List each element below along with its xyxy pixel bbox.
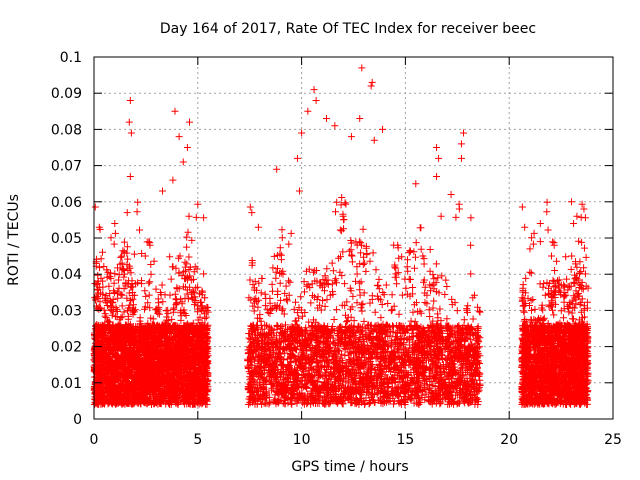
data-point	[570, 220, 578, 228]
y-tick-label: 0	[73, 412, 82, 428]
y-tick-label: 0.03	[51, 303, 82, 319]
data-point	[536, 220, 544, 228]
data-point	[123, 209, 131, 217]
data-point	[379, 125, 387, 133]
data-point	[293, 154, 301, 162]
data-point	[412, 180, 420, 188]
data-point	[298, 129, 306, 137]
x-tick-label: 25	[604, 432, 622, 448]
data-point	[460, 129, 468, 137]
data-point	[312, 96, 320, 104]
data-point	[347, 133, 355, 141]
y-tick-label: 0.08	[51, 122, 82, 138]
data-point	[126, 172, 134, 180]
data-point	[179, 158, 187, 166]
data-point	[111, 220, 119, 228]
data-point	[310, 86, 318, 94]
data-point	[331, 122, 339, 130]
y-tick-label: 0.1	[60, 50, 82, 66]
data-point	[323, 115, 331, 123]
y-tick-label: 0.05	[51, 231, 82, 247]
data-point	[580, 205, 588, 213]
data-point	[171, 107, 179, 115]
x-tick-label: 10	[293, 432, 311, 448]
data-point	[169, 176, 177, 184]
y-tick-label: 0.06	[51, 195, 82, 211]
data-point	[296, 187, 304, 195]
x-tick-label: 5	[193, 432, 202, 448]
data-point	[185, 118, 193, 126]
data-point	[368, 78, 376, 86]
data-point	[455, 205, 463, 213]
y-axis-label: ROTI / TECUs	[6, 194, 22, 286]
x-tick-labels: 0 5 10 15 20 25	[90, 432, 622, 448]
data-point	[435, 154, 443, 162]
data-point	[304, 107, 312, 115]
roti-point-cloud	[90, 194, 592, 408]
data-point	[567, 198, 575, 206]
y-tick-labels: 0 0.01 0.02 0.03 0.04 0.05 0.06 0.07 0.08 0.09 0.1	[51, 50, 82, 428]
data-point	[183, 144, 191, 151]
data-point	[433, 144, 441, 151]
data-point	[159, 187, 167, 195]
data-point	[248, 209, 256, 217]
axis-ticks	[93, 56, 614, 420]
x-tick-label: 20	[500, 432, 518, 448]
y-tick-label: 0.09	[51, 86, 82, 102]
y-tick-label: 0.02	[51, 340, 82, 356]
data-point	[433, 172, 441, 180]
data-point	[175, 133, 183, 141]
x-axis-label: GPS time / hours	[291, 459, 408, 475]
data-point	[370, 136, 378, 144]
data-point	[367, 82, 375, 90]
x-tick-label: 0	[90, 432, 99, 448]
data-point	[457, 140, 465, 148]
data-points	[90, 64, 592, 408]
data-point	[127, 129, 135, 137]
data-point	[358, 64, 366, 72]
data-point	[273, 165, 281, 173]
chart-title: Day 164 of 2017, Rate Of TEC Index for r…	[160, 21, 536, 37]
data-point	[536, 238, 544, 246]
y-tick-label: 0.01	[51, 376, 82, 392]
y-tick-label: 0.07	[51, 159, 82, 175]
y-tick-label: 0.04	[51, 267, 82, 283]
x-tick-label: 15	[396, 432, 414, 448]
data-point	[526, 245, 534, 253]
data-point	[457, 154, 465, 162]
data-point	[125, 118, 133, 126]
data-point	[356, 115, 364, 123]
data-point	[447, 191, 455, 199]
data-point	[126, 96, 134, 104]
